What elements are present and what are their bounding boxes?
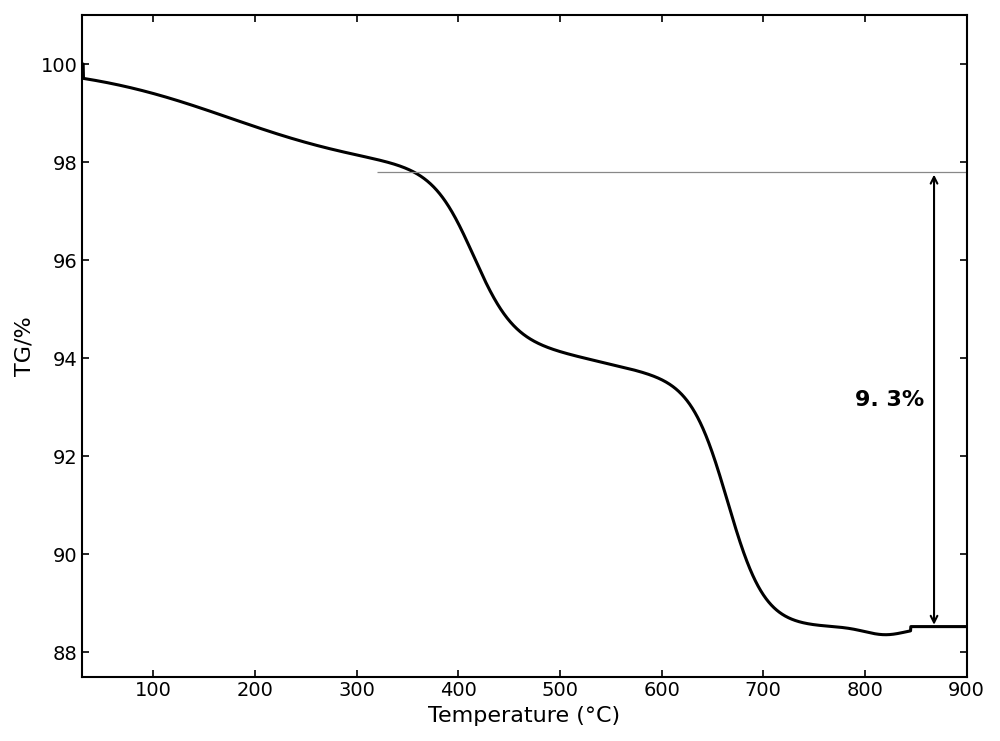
Text: 9. 3%: 9. 3%	[855, 390, 924, 410]
Y-axis label: TG/%: TG/%	[15, 316, 35, 376]
X-axis label: Temperature (°C): Temperature (°C)	[428, 706, 620, 726]
